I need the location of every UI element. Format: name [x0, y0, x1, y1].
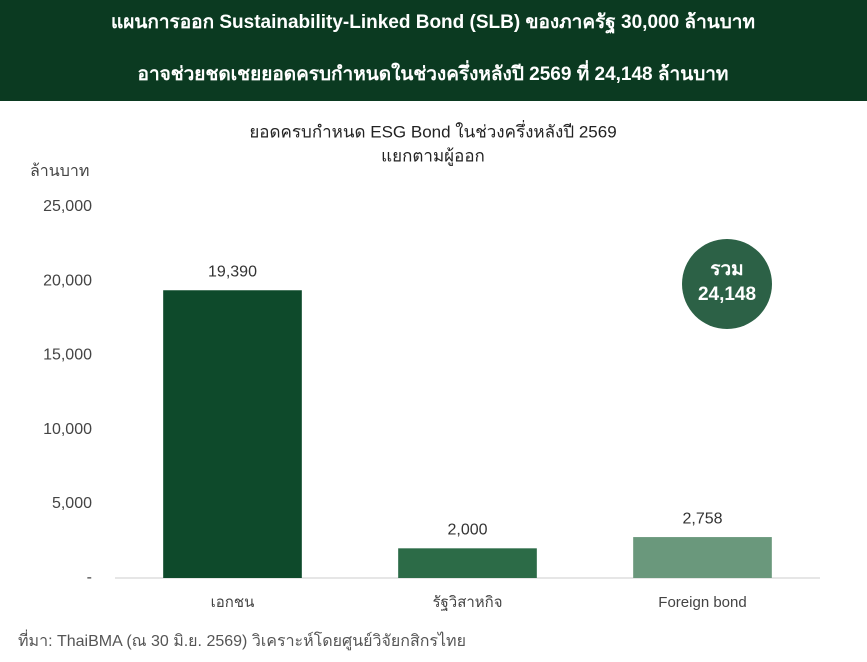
- x-tick-label: เอกชน: [211, 594, 255, 611]
- x-tick-label: รัฐวิสาหกิจ: [432, 594, 502, 611]
- total-badge: [682, 239, 772, 329]
- total-label: รวม: [710, 259, 743, 280]
- bar: [398, 548, 537, 578]
- y-tick-label: -: [87, 569, 92, 586]
- source: ที่มา: ThaiBMA (ณ 30 มิ.ย. 2569) วิเคราะ…: [18, 629, 466, 651]
- chart-subtitle: แยกตามผู้ออก: [381, 146, 485, 166]
- chart-title: ยอดครบกำหนด ESG Bond ในช่วงครึ่งหลังปี 2…: [249, 119, 616, 141]
- y-tick-label: 5,000: [52, 495, 92, 512]
- y-tick-label: 25,000: [43, 198, 92, 215]
- y-tick-label: 20,000: [43, 272, 92, 289]
- headline: อาจช่วยชดเชยยอดครบกำหนดในช่วงครึ่งหลังปี…: [138, 60, 729, 85]
- total-value: 24,148: [698, 284, 756, 305]
- y-tick-label: 10,000: [43, 421, 92, 438]
- value-label: 2,758: [682, 510, 722, 527]
- x-tick-label: Foreign bond: [658, 594, 746, 611]
- y-axis-label: ล้านบาท: [30, 162, 89, 180]
- value-label: 19,390: [208, 263, 257, 280]
- value-label: 2,000: [447, 522, 487, 539]
- header-band: [0, 0, 867, 101]
- bar: [163, 290, 302, 578]
- bar: [633, 537, 772, 578]
- headline: แผนการออก Sustainability-Linked Bond (SL…: [111, 11, 755, 35]
- y-tick-label: 15,000: [43, 347, 92, 364]
